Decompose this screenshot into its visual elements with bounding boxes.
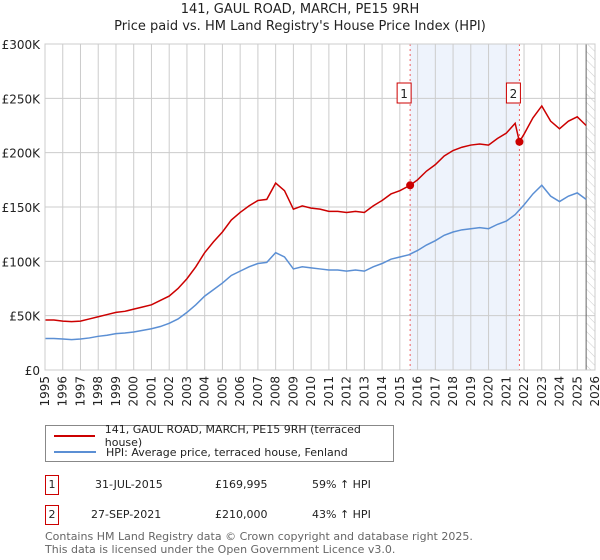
y-tick-label: £100K — [2, 255, 42, 269]
y-tick-label: £250K — [2, 92, 42, 106]
x-tick-label: 2008 — [269, 376, 283, 407]
y-tick-label: £300K — [2, 38, 42, 52]
x-tick-label: 2021 — [499, 376, 513, 407]
x-tick-label: 2003 — [180, 376, 194, 407]
x-tick-label: 1999 — [109, 376, 123, 407]
transaction-hpi: 43% ↑ HPI — [312, 508, 371, 521]
hpi-line — [45, 184, 587, 341]
transaction-hpi: 59% ↑ HPI — [312, 478, 371, 491]
x-tick-label: 2019 — [464, 376, 478, 407]
plot-area: 1995 1996 1997 1998 1999 2000 2001 2002 2003 2004… — [2, 38, 600, 407]
sale-label-box — [505, 82, 521, 104]
x-tick-label: 1995 — [38, 376, 52, 407]
transaction-price: £210,000 — [215, 508, 268, 521]
legend: 141, GAUL ROAD, MARCH, PE15 9RH (terrace… — [45, 423, 394, 462]
x-tick-label: 2023 — [535, 376, 549, 407]
x-tick-label: 2012 — [340, 376, 354, 407]
x-tick-label: 2014 — [375, 376, 389, 407]
x-tick-label: 2020 — [482, 376, 496, 407]
x-tick-label: 1998 — [91, 376, 105, 407]
x-tick-label: 2024 — [553, 376, 567, 407]
transaction-row: 2 27-SEP-2021 £210,000 43% ↑ HPI — [45, 505, 445, 527]
chart-subtitle: Price paid vs. HM Land Registry's House … — [114, 19, 486, 34]
sale-point — [406, 181, 415, 190]
transaction-date: 31-JUL-2015 — [95, 478, 163, 491]
legend-item-hpi: HPI: Average price, terraced house, Fenl… — [54, 444, 348, 460]
legend-label: 141, GAUL ROAD, MARCH, PE15 9RH (terrace… — [104, 423, 361, 449]
transaction-marker: 2 — [45, 505, 59, 525]
sale-label: 1 — [400, 87, 408, 101]
chart-title: 141, GAUL ROAD, MARCH, PE15 9RH — [180, 2, 420, 17]
x-tick-label: 2009 — [286, 376, 300, 407]
legend-item-property: 141, GAUL ROAD, MARCH, PE15 9RH (terrace… — [54, 423, 393, 449]
transaction-row: 1 31-JUL-2015 £169,995 59% ↑ HPI — [45, 475, 445, 497]
x-tick-label: 2006 — [233, 376, 247, 407]
x-tick-label: 2015 — [393, 376, 407, 407]
x-tick-label: 2005 — [215, 376, 229, 407]
x-tick-label: 2004 — [198, 376, 212, 407]
x-tick-label: 1996 — [56, 376, 70, 407]
x-tick-label: 2000 — [127, 376, 141, 407]
x-tick-label: 2026 — [588, 376, 600, 407]
price-paid-line — [45, 104, 587, 323]
y-tick-label: £200K — [2, 147, 42, 161]
x-tick-label: 2002 — [162, 376, 176, 407]
transaction-date: 27-SEP-2021 — [91, 508, 162, 521]
x-tick-label: 2007 — [251, 376, 265, 407]
transaction-marker: 1 — [45, 475, 59, 495]
sale-point — [515, 137, 524, 146]
transaction-price: £169,995 — [215, 478, 268, 491]
legend-label: HPI: Average price, terraced house, Fenl… — [106, 445, 348, 459]
footer-copyright: Contains HM Land Registry data © Crown c… — [45, 530, 473, 543]
x-tick-label: 2013 — [357, 376, 371, 407]
y-tick-label: £0 — [25, 364, 40, 378]
footer-licence: This data is licensed under the Open Gov… — [45, 543, 396, 556]
x-tick-label: 2018 — [446, 376, 460, 407]
legend-swatch-blue — [54, 451, 96, 453]
x-tick-label: 2025 — [570, 376, 584, 407]
plot-frame — [44, 43, 596, 371]
legend-swatch-red — [54, 435, 95, 437]
x-tick-label: 2016 — [411, 376, 425, 407]
x-tick-label: 1997 — [73, 376, 87, 407]
x-tick-label: 2022 — [517, 376, 531, 407]
sale-label-box — [396, 82, 412, 104]
y-tick-label: £150K — [2, 201, 42, 215]
x-tick-label: 2010 — [304, 376, 318, 407]
y-tick-label: £50K — [9, 310, 41, 324]
x-tick-label: 2017 — [428, 376, 442, 407]
sale-label: 2 — [510, 87, 518, 101]
x-tick-label: 2011 — [322, 376, 336, 407]
x-tick-label: 2001 — [144, 376, 158, 407]
